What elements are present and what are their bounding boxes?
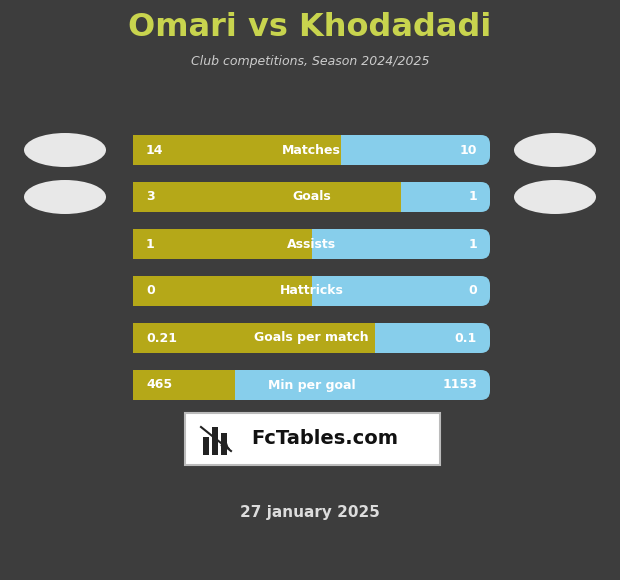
FancyBboxPatch shape [185, 413, 440, 465]
Text: 0.1: 0.1 [454, 332, 477, 345]
FancyBboxPatch shape [133, 182, 401, 212]
FancyBboxPatch shape [133, 370, 490, 400]
Text: Goals: Goals [292, 190, 331, 204]
Text: 14: 14 [146, 143, 164, 157]
Ellipse shape [514, 180, 596, 214]
FancyBboxPatch shape [133, 135, 490, 165]
FancyBboxPatch shape [133, 229, 490, 259]
Text: 1: 1 [468, 237, 477, 251]
Text: Min per goal: Min per goal [268, 379, 355, 392]
FancyBboxPatch shape [133, 323, 490, 353]
Text: Matches: Matches [282, 143, 341, 157]
Text: 27 january 2025: 27 january 2025 [240, 505, 380, 520]
Text: 465: 465 [146, 379, 172, 392]
FancyBboxPatch shape [221, 433, 227, 455]
Ellipse shape [24, 133, 106, 167]
Text: Omari vs Khodadadi: Omari vs Khodadadi [128, 13, 492, 44]
Text: 0: 0 [468, 285, 477, 298]
Text: 1: 1 [146, 237, 155, 251]
FancyBboxPatch shape [203, 437, 209, 455]
Text: Hattricks: Hattricks [280, 285, 343, 298]
Text: 1: 1 [468, 190, 477, 204]
Text: 0: 0 [146, 285, 155, 298]
FancyBboxPatch shape [133, 276, 151, 306]
Text: Goals per match: Goals per match [254, 332, 369, 345]
FancyBboxPatch shape [133, 229, 311, 259]
Text: 10: 10 [459, 143, 477, 157]
FancyBboxPatch shape [212, 427, 218, 455]
Ellipse shape [24, 180, 106, 214]
FancyBboxPatch shape [133, 370, 151, 400]
FancyBboxPatch shape [133, 323, 151, 353]
Text: 3: 3 [146, 190, 154, 204]
FancyBboxPatch shape [133, 182, 490, 212]
Text: Assists: Assists [287, 237, 336, 251]
Text: 0.21: 0.21 [146, 332, 177, 345]
FancyBboxPatch shape [133, 135, 341, 165]
FancyBboxPatch shape [133, 323, 374, 353]
Text: 1153: 1153 [442, 379, 477, 392]
FancyBboxPatch shape [133, 135, 151, 165]
Text: FcTables.com: FcTables.com [251, 430, 398, 448]
FancyBboxPatch shape [133, 182, 151, 212]
FancyBboxPatch shape [133, 370, 236, 400]
FancyBboxPatch shape [133, 276, 490, 306]
FancyBboxPatch shape [133, 229, 151, 259]
Text: Club competitions, Season 2024/2025: Club competitions, Season 2024/2025 [191, 56, 429, 68]
Ellipse shape [514, 133, 596, 167]
FancyBboxPatch shape [133, 276, 311, 306]
